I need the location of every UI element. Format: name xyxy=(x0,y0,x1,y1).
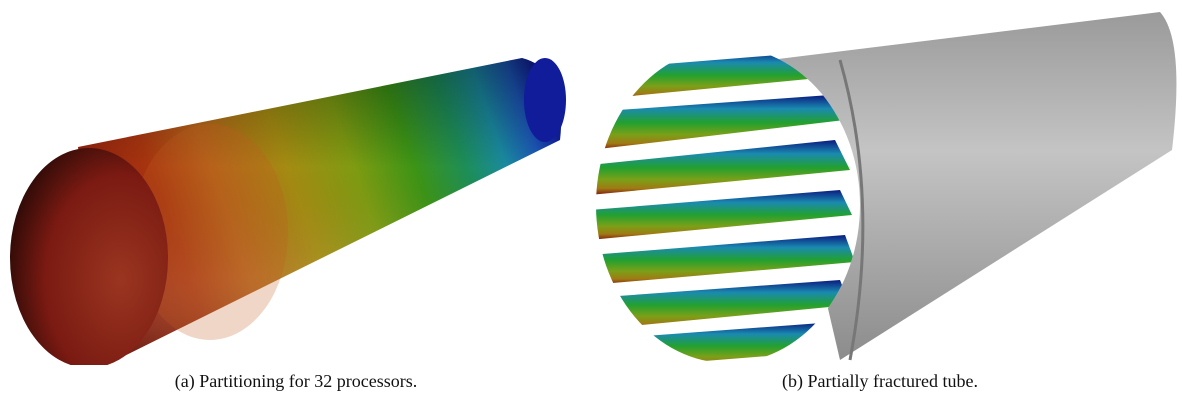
caption: (b) Partially fractured tube. xyxy=(782,371,978,392)
tube-far-end xyxy=(524,58,566,142)
page: (a) Partitioning for 32 processors. (b) … xyxy=(0,0,1182,408)
caption: (a) Partitioning for 32 processors. xyxy=(175,371,417,392)
tube-near-end xyxy=(10,148,168,365)
figure-art xyxy=(0,0,1182,365)
